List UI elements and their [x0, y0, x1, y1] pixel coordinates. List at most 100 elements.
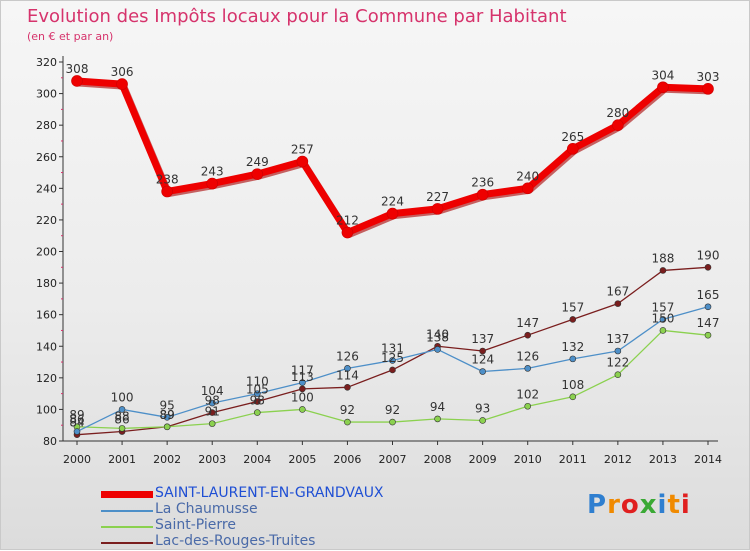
data-label: 236	[471, 176, 494, 190]
data-label: 243	[201, 165, 224, 179]
x-tick-label: 2011	[559, 453, 587, 466]
data-label: 140	[426, 327, 449, 341]
x-tick-label: 2007	[379, 453, 407, 466]
data-point	[253, 398, 261, 405]
data-label: 93	[475, 401, 490, 415]
logo-letter: t	[667, 490, 681, 520]
data-point	[569, 355, 577, 363]
proxiti-logo: Proxiti	[587, 490, 691, 520]
data-point	[163, 414, 171, 421]
data-point	[434, 346, 441, 353]
data-label: 188	[651, 251, 674, 265]
data-label: 167	[606, 285, 629, 299]
x-tick-label: 2013	[649, 453, 677, 466]
data-label: 94	[430, 400, 445, 414]
data-point	[163, 423, 171, 431]
x-tick-label: 2014	[694, 453, 722, 466]
data-point	[521, 182, 534, 195]
data-point	[296, 155, 309, 168]
data-point	[612, 119, 624, 131]
x-tick-label: 2000	[63, 453, 91, 466]
data-label: 92	[340, 403, 355, 417]
legend-label: La Chaumusse	[155, 501, 258, 517]
data-label: 126	[516, 349, 539, 363]
data-point	[344, 384, 351, 391]
x-tick-label: 2004	[243, 453, 271, 466]
data-point	[253, 390, 261, 397]
data-label: 147	[516, 316, 539, 330]
data-point	[251, 168, 264, 180]
data-label: 238	[156, 172, 179, 186]
data-point	[389, 357, 396, 364]
data-label: 102	[516, 387, 539, 401]
x-tick-label: 2010	[514, 453, 542, 466]
y-tick-label: 280	[36, 119, 57, 132]
data-label: 227	[426, 190, 449, 204]
data-label: 157	[651, 300, 674, 314]
data-label: 306	[111, 65, 134, 79]
data-label: 114	[336, 368, 359, 382]
data-point	[208, 399, 216, 407]
data-label: 84	[69, 416, 84, 430]
data-label: 265	[561, 130, 584, 144]
data-point	[118, 425, 126, 432]
data-label: 110	[246, 375, 269, 389]
data-point	[524, 402, 532, 410]
series-3	[73, 263, 712, 438]
data-label: 280	[606, 106, 629, 120]
data-point	[341, 226, 354, 239]
y-tick-label: 100	[36, 403, 57, 416]
data-label: 240	[516, 169, 539, 183]
data-label: 138	[426, 330, 449, 344]
data-label: 303	[697, 70, 720, 84]
data-point	[524, 365, 532, 372]
data-label: 137	[606, 332, 629, 346]
data-label: 147	[697, 316, 720, 330]
data-point	[657, 81, 669, 94]
data-label: 122	[606, 356, 629, 370]
chart-title: Evolution des Impôts locaux pour la Comm…	[27, 6, 567, 27]
legend-label: SAINT-LAURENT-EN-GRANDVAUX	[155, 485, 384, 501]
data-label: 104	[201, 384, 224, 398]
data-label: 126	[336, 349, 359, 363]
y-tick-label: 200	[36, 246, 57, 259]
data-label: 304	[651, 68, 674, 82]
data-label: 249	[246, 155, 269, 169]
data-point	[208, 409, 216, 416]
data-point	[704, 263, 712, 271]
data-label: 132	[561, 340, 584, 354]
x-tick-label: 2001	[108, 453, 136, 466]
data-label: 190	[697, 248, 720, 262]
data-point	[704, 331, 712, 339]
data-label: 150	[651, 311, 674, 325]
data-point	[389, 418, 396, 426]
legend-label: Lac-des-Rouges-Truites	[155, 533, 316, 549]
data-point	[253, 409, 261, 416]
x-tick-label: 2008	[424, 453, 452, 466]
legend-swatch	[101, 510, 153, 512]
data-point	[614, 371, 622, 378]
chart-subtitle: (en € et par an)	[27, 30, 114, 43]
data-point	[386, 207, 399, 220]
data-point	[208, 420, 216, 427]
data-point	[614, 347, 622, 355]
data-label: 89	[69, 408, 84, 422]
data-point	[299, 385, 306, 393]
logo-letter: x	[639, 490, 658, 520]
data-point	[659, 267, 667, 274]
data-point	[434, 415, 441, 423]
legend-label: Saint-Pierre	[155, 517, 236, 533]
data-point	[476, 188, 489, 201]
x-tick-label: 2006	[333, 453, 361, 466]
data-point	[569, 393, 577, 401]
y-tick-label: 320	[36, 56, 57, 69]
data-label: 89	[160, 408, 175, 422]
data-label: 113	[291, 370, 314, 384]
y-tick-label: 120	[36, 372, 57, 385]
y-tick-label: 180	[36, 277, 57, 290]
series-1	[73, 303, 712, 435]
x-tick-label: 2003	[198, 453, 226, 466]
data-point	[118, 406, 126, 413]
data-point	[702, 83, 714, 95]
series-layer	[71, 75, 714, 438]
